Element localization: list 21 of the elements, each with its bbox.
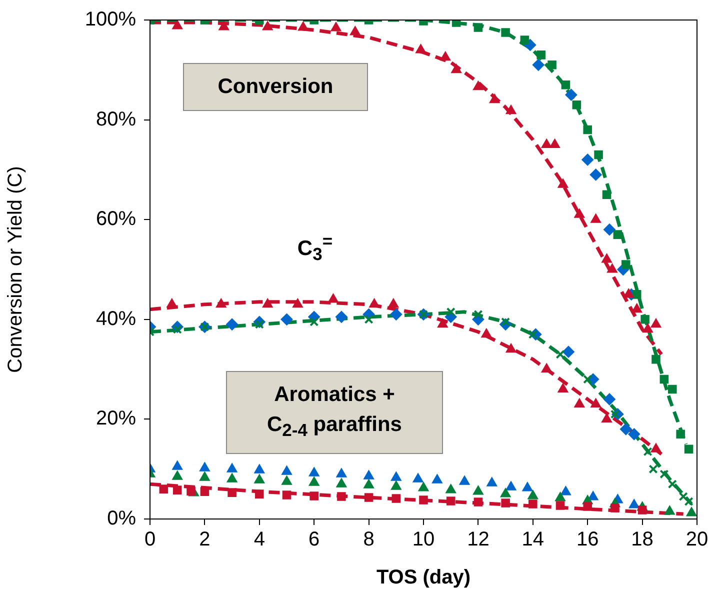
x-tick-label: 2: [199, 528, 210, 551]
x-tick-label: 8: [363, 528, 374, 551]
y-tick-label: 0%: [107, 508, 136, 530]
x-axis-title: TOS (day): [376, 566, 471, 589]
label-box: Conversion: [183, 63, 368, 111]
x-tick-label: 0: [144, 528, 156, 551]
x-tick-label: 4: [254, 528, 265, 551]
x-tick-label: 10: [412, 528, 435, 551]
y-tick-label: 20%: [96, 408, 136, 430]
x-tick-label: 20: [686, 528, 708, 551]
label-box: Aromatics + C$_{2-4}$ paraffins: [226, 371, 443, 454]
x-tick-label: 14: [522, 528, 544, 551]
x-tick-label: 6: [308, 528, 320, 551]
y-tick-label: 80%: [96, 108, 136, 130]
y-tick-label: 100%: [84, 8, 136, 31]
y-tick-label: 60%: [96, 208, 136, 230]
y-axis-title: Conversion or Yield (C): [4, 166, 27, 373]
y-tick-label: 40%: [96, 308, 136, 330]
x-tick-label: 12: [467, 528, 490, 551]
x-tick-label: 16: [576, 528, 599, 551]
x-tick-label: 18: [631, 528, 654, 551]
